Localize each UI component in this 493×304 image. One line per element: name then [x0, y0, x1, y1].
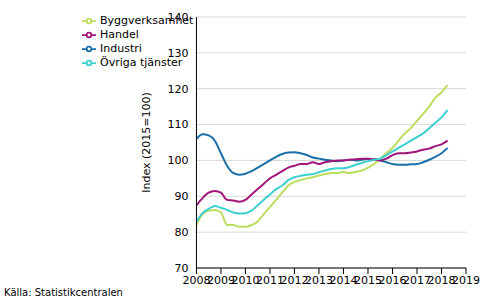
svg-text:Index (2015=100): Index (2015=100): [140, 92, 153, 193]
svg-text:130: 130: [167, 47, 188, 60]
svg-text:100: 100: [167, 154, 188, 167]
svg-text:90: 90: [174, 190, 188, 203]
svg-text:70: 70: [174, 262, 188, 275]
svg-text:140: 140: [167, 11, 188, 24]
svg-text:2019: 2019: [452, 274, 480, 285]
svg-text:110: 110: [167, 118, 188, 131]
svg-text:120: 120: [167, 83, 188, 96]
svg-text:80: 80: [174, 226, 188, 239]
